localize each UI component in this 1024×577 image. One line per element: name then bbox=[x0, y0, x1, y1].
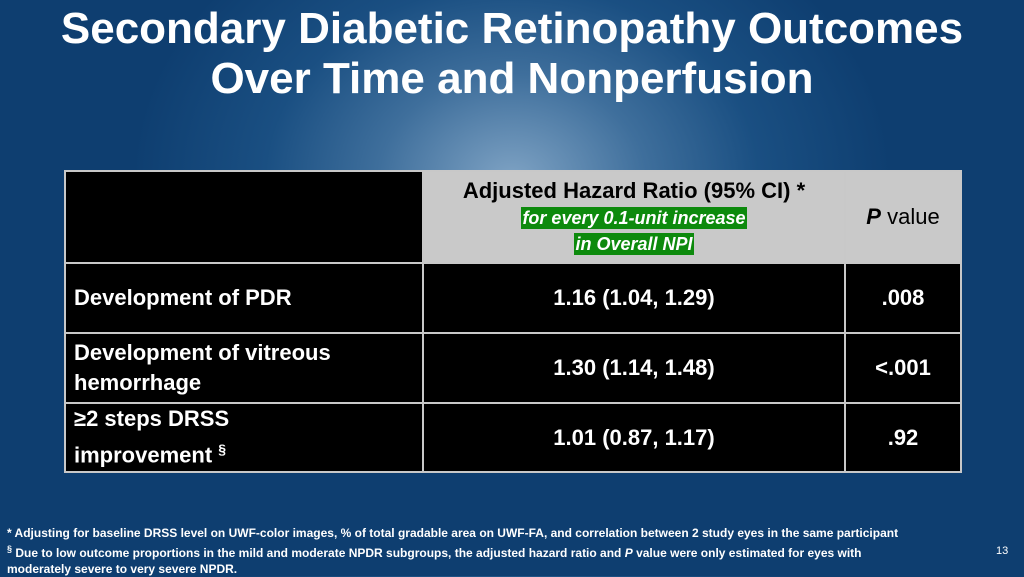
row-label: Development of vitreous hemorrhage bbox=[64, 332, 424, 404]
footnote-2-symbol: § bbox=[7, 544, 13, 554]
row-p-value: .008 bbox=[844, 262, 962, 334]
header-hazard-ratio: Adjusted Hazard Ratio (95% CI) * for eve… bbox=[422, 170, 846, 264]
footnotes: * Adjusting for baseline DRSS level on U… bbox=[7, 525, 967, 577]
title-line-1: Secondary Diabetic Retinopathy Outcomes bbox=[60, 4, 964, 53]
table-header-row: Adjusted Hazard Ratio (95% CI) * for eve… bbox=[64, 170, 962, 264]
footnote-2-text-b: value were only estimated for eyes with bbox=[632, 546, 862, 560]
footnote-1: * Adjusting for baseline DRSS level on U… bbox=[7, 526, 899, 540]
footnote-3: moderately severe to very severe NPDR. bbox=[7, 562, 238, 576]
header-p-value: P value bbox=[844, 170, 962, 264]
row-label-text-2: improvement bbox=[74, 442, 219, 468]
slide-title: Secondary Diabetic Retinopathy Outcomes … bbox=[0, 4, 1024, 104]
header-hr-sub-1: for every 0.1-unit increase bbox=[521, 207, 747, 229]
row-hazard-ratio: 1.01 (0.87, 1.17) bbox=[422, 402, 846, 473]
table-row: Development of PDR 1.16 (1.04, 1.29) .00… bbox=[64, 262, 962, 334]
footnote-2: § Due to low outcome proportions in the … bbox=[7, 541, 967, 561]
row-p-value: .92 bbox=[844, 402, 962, 473]
outcomes-table: Adjusted Hazard Ratio (95% CI) * for eve… bbox=[64, 170, 962, 473]
row-label: Development of PDR bbox=[64, 262, 424, 334]
row-hazard-ratio: 1.30 (1.14, 1.48) bbox=[422, 332, 846, 404]
table-row: ≥2 steps DRSS improvement § 1.01 (0.87, 1… bbox=[64, 402, 962, 473]
footnote-2-text-a: Due to low outcome proportions in the mi… bbox=[12, 546, 625, 560]
footnote-2-p-italic: P bbox=[624, 546, 633, 560]
header-blank-cell bbox=[64, 170, 424, 264]
row-hazard-ratio: 1.16 (1.04, 1.29) bbox=[422, 262, 846, 334]
title-line-2: Over Time and Nonperfusion bbox=[210, 54, 814, 103]
table-row: Development of vitreous hemorrhage 1.30 (… bbox=[64, 332, 962, 404]
section-footnote-marker: § bbox=[218, 441, 227, 458]
row-label-text-1: ≥2 steps DRSS bbox=[74, 406, 230, 432]
row-label-text: Development of PDR bbox=[74, 285, 292, 310]
row-label-text-1: Development of vitreous bbox=[74, 340, 331, 365]
row-p-value: <.001 bbox=[844, 332, 962, 404]
header-hr-title: Adjusted Hazard Ratio (95% CI) * bbox=[462, 178, 806, 203]
header-hr-sub-2: in Overall NPI bbox=[574, 233, 694, 255]
header-p-rest: value bbox=[880, 204, 940, 229]
slide-number: 13 bbox=[996, 545, 1009, 557]
header-p-italic: P bbox=[866, 204, 881, 229]
row-label-text-2: hemorrhage bbox=[74, 370, 202, 395]
row-label: ≥2 steps DRSS improvement § bbox=[64, 402, 424, 473]
